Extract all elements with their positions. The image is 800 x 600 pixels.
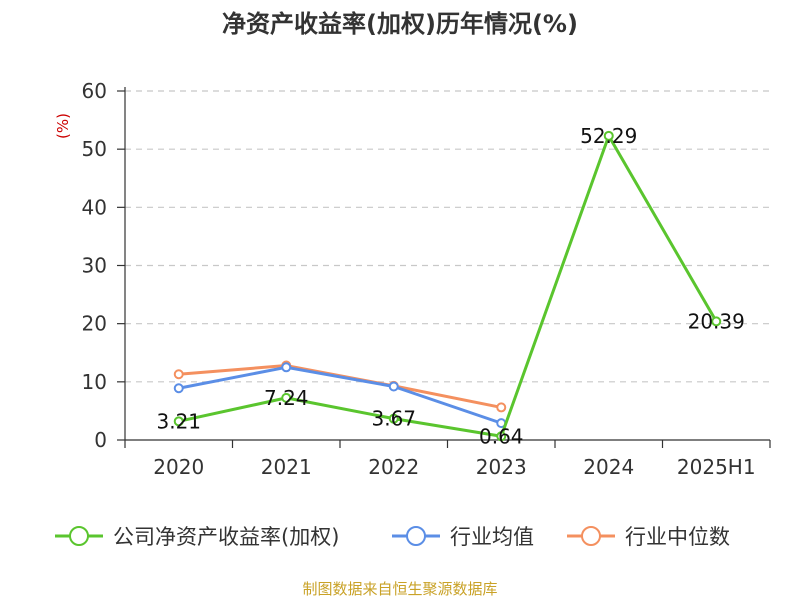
x-tick-label: 2020 bbox=[153, 455, 204, 479]
data-label: 3.67 bbox=[371, 407, 416, 431]
data-label: 7.24 bbox=[264, 386, 309, 410]
legend-label: 行业均值 bbox=[450, 525, 534, 549]
data-label: 3.21 bbox=[156, 409, 201, 433]
data-point bbox=[711, 316, 722, 327]
y-tick-label: 20 bbox=[82, 312, 107, 336]
source-note: 制图数据来自恒生聚源数据库 bbox=[302, 580, 497, 598]
data-point bbox=[496, 402, 507, 413]
axes bbox=[117, 87, 771, 448]
legend-label: 行业中位数 bbox=[625, 525, 730, 549]
legend: 公司净资产收益率(加权) 行业均值 行业中位数 bbox=[55, 525, 730, 549]
legend-marker bbox=[581, 526, 601, 546]
data-label: 0.64 bbox=[479, 424, 524, 448]
x-tick-label: 2023 bbox=[476, 455, 527, 479]
legend-label: 公司净资产收益率(加权) bbox=[113, 525, 339, 549]
y-tick-labels: 0 10 20 30 40 50 60 bbox=[82, 79, 107, 452]
chart-title: 净资产收益率(加权)历年情况(%) bbox=[222, 10, 578, 38]
y-tick-label: 10 bbox=[82, 370, 107, 394]
data-point bbox=[173, 383, 184, 394]
x-tick-labels: 2020 2021 2022 2023 2024 2025H1 bbox=[153, 455, 755, 479]
data-point bbox=[281, 392, 292, 403]
data-point bbox=[496, 431, 507, 442]
series-line bbox=[178, 365, 502, 425]
data-point bbox=[388, 381, 399, 392]
data-point bbox=[173, 369, 184, 380]
series-lines bbox=[173, 130, 722, 442]
legend-marker bbox=[406, 526, 426, 546]
y-tick-label: 40 bbox=[82, 195, 107, 219]
y-tick-label: 0 bbox=[94, 428, 107, 452]
data-point bbox=[388, 413, 399, 424]
x-tick-label: 2025H1 bbox=[677, 455, 756, 479]
legend-marker bbox=[69, 526, 89, 546]
y-axis-label: (%) bbox=[54, 113, 72, 139]
data-label: 52.29 bbox=[580, 124, 637, 148]
series-line bbox=[178, 134, 718, 438]
x-tick-label: 2022 bbox=[368, 455, 419, 479]
y-tick-label: 50 bbox=[82, 137, 107, 161]
data-point bbox=[281, 362, 292, 373]
data-label: 20.39 bbox=[688, 309, 745, 333]
data-point bbox=[173, 416, 184, 427]
series-line bbox=[178, 364, 502, 409]
grid-lines bbox=[125, 90, 770, 383]
y-tick-label: 60 bbox=[82, 79, 107, 103]
y-tick-label: 30 bbox=[82, 254, 107, 278]
data-labels: 3.21 7.24 3.67 0.64 52.29 20.39 bbox=[156, 124, 744, 448]
data-point bbox=[603, 130, 614, 141]
x-tick-label: 2021 bbox=[261, 455, 312, 479]
x-tick-label: 2024 bbox=[583, 455, 634, 479]
